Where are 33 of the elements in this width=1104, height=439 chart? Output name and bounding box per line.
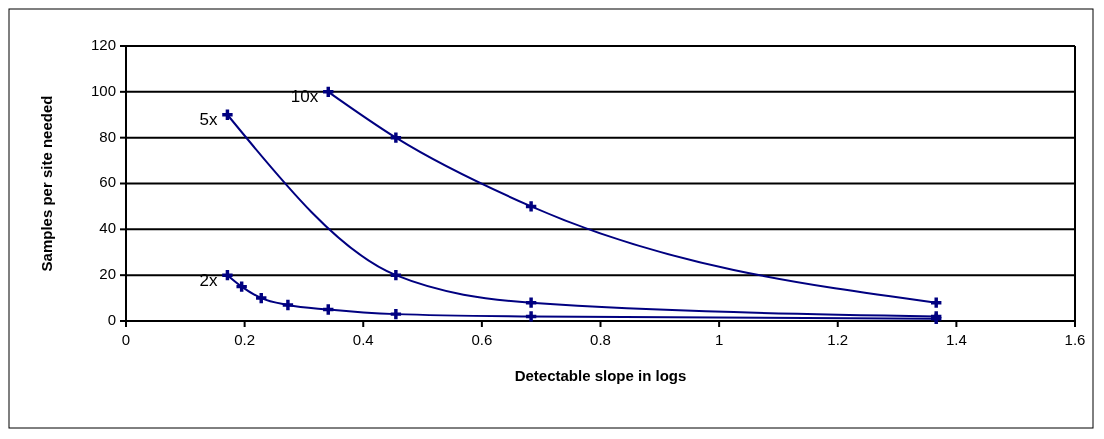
x-tick-label: 0.4 — [352, 331, 374, 348]
y-tick-label: 60 — [99, 173, 116, 191]
point — [256, 292, 267, 304]
point — [525, 297, 537, 308]
point — [390, 269, 402, 281]
x-tick-label: 1 — [714, 331, 724, 348]
x-tick-label: 0 — [121, 331, 131, 348]
y-axis-title: Samples per site needed — [38, 95, 55, 272]
x-tick-label: 0.6 — [471, 331, 493, 348]
point — [390, 308, 402, 320]
y-tick-label: 80 — [99, 127, 116, 145]
x-tick-label: 0.8 — [590, 331, 611, 348]
y-tick-label: 40 — [99, 219, 116, 237]
point — [525, 311, 537, 322]
point — [323, 304, 334, 315]
x-tick-label: 1.6 — [1064, 331, 1086, 348]
point — [222, 269, 233, 281]
y-tick-label: 100 — [90, 81, 116, 99]
x-tick-label: 1.4 — [945, 331, 967, 348]
point — [222, 109, 233, 120]
y-tick-label: 20 — [99, 265, 116, 283]
point — [323, 86, 334, 98]
point — [390, 132, 402, 143]
x-tick-label: 0.2 — [234, 331, 256, 348]
x-tick-label: 1.2 — [827, 331, 849, 348]
point — [282, 299, 294, 311]
point — [525, 201, 537, 212]
series-label: 5x — [199, 110, 218, 130]
y-tick-label: 120 — [90, 35, 116, 53]
y-tick-label: 0 — [107, 310, 116, 328]
point — [931, 297, 942, 308]
point — [236, 281, 247, 292]
x-axis-title: Detectable slope in logs — [514, 367, 687, 384]
